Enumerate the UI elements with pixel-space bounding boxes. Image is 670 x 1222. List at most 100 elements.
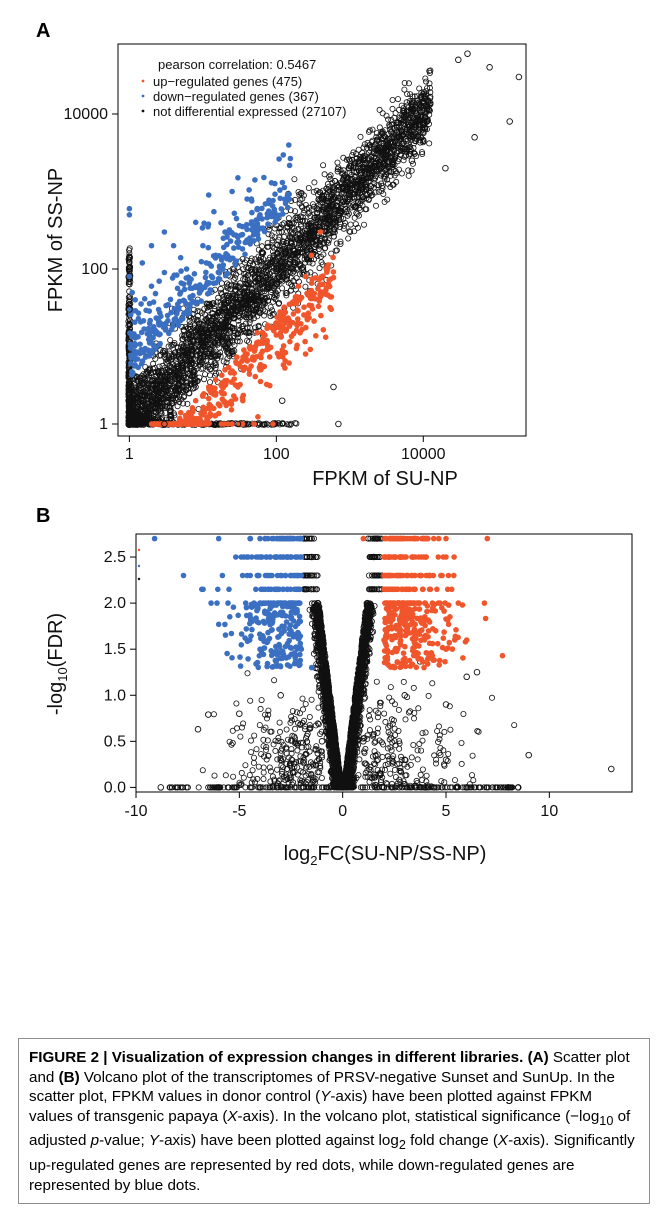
scatter-point-down (218, 220, 224, 226)
scatter-point-up (281, 304, 288, 311)
scatter-point-up (255, 414, 261, 420)
scatter-point-neutral (354, 224, 361, 231)
scatter-point-up (212, 377, 219, 383)
scatter-point-up (205, 384, 212, 390)
scatter-point-down (143, 307, 149, 314)
legend-down-marker (141, 94, 145, 98)
scatter-point-down (148, 283, 155, 290)
scatter-point-up (246, 344, 253, 351)
scatter-point-down (252, 177, 258, 183)
scatter-point-down (246, 187, 252, 193)
scatter-point-neutral (316, 265, 323, 272)
scatter-point-down (286, 142, 292, 148)
scatter-point-down (170, 242, 177, 249)
scatter-point-down (204, 291, 211, 297)
scatter-point-down (272, 191, 278, 197)
scatter-point-down (211, 208, 217, 215)
scatter-point-down (205, 221, 212, 227)
scatter-point-neutral (335, 420, 342, 428)
scatter-point-down (205, 244, 212, 251)
scatter-point-up (305, 290, 312, 297)
scatter-point-down (216, 263, 223, 270)
scatter-point-neutral (334, 159, 341, 166)
scatter-point-neutral (299, 217, 306, 224)
scatter-point-up (257, 378, 264, 385)
panel-b-points (137, 535, 615, 791)
scatter-point-down (199, 225, 206, 231)
scatter-point-up (320, 327, 327, 333)
scatter-point-up (309, 276, 316, 282)
panel-a-y-tick-label: 10000 (64, 106, 109, 123)
scatter-point-neutral (217, 285, 224, 292)
scatter-point-down (249, 209, 255, 216)
scatter-point-up (228, 407, 235, 413)
scatter-point-up (197, 421, 204, 427)
scatter-point-down (148, 337, 154, 344)
scatter-point-up (270, 421, 276, 427)
scatter-point-down (165, 301, 171, 308)
scatter-point-down (282, 200, 289, 207)
scatter-point-neutral (285, 215, 292, 222)
scatter-point-neutral (325, 239, 332, 246)
scatter-point-neutral (389, 97, 396, 104)
scatter-point-up (207, 411, 214, 417)
scatter-point-neutral (408, 167, 415, 174)
scatter-point-down (268, 180, 275, 186)
scatter-point-up (203, 420, 210, 426)
scatter-point-neutral (486, 64, 493, 71)
scatter-point-neutral (405, 167, 412, 174)
scatter-point-up (315, 286, 321, 292)
scatter-point-neutral (267, 304, 274, 311)
scatter-point-down (177, 254, 184, 261)
scatter-point-up (177, 409, 184, 416)
scatter-point-up (264, 337, 271, 344)
panel-a-x-tick-label: 10000 (401, 446, 446, 463)
legend-none-marker (141, 109, 145, 113)
scatter-point-down (132, 308, 139, 314)
scatter-point-up (311, 318, 317, 324)
scatter-point-up (302, 351, 309, 357)
scatter-point-up (231, 376, 237, 382)
scatter-point-up (234, 354, 240, 360)
scatter-point-up (290, 330, 297, 337)
scatter-point-down (204, 279, 211, 286)
scatter-point-down (277, 187, 283, 193)
scatter-point-neutral (220, 358, 227, 365)
scatter-point-down (247, 235, 253, 241)
scatter-point-neutral (304, 245, 311, 252)
scatter-point-down (202, 274, 209, 281)
scatter-point-up (246, 371, 253, 377)
scatter-point-up (287, 338, 293, 345)
scatter-point-neutral (330, 383, 337, 391)
scatter-point-down (177, 289, 184, 296)
scatter-point-up (286, 360, 292, 366)
scatter-point-neutral (400, 157, 407, 164)
scatter-point-neutral (403, 99, 410, 106)
scatter-point-down (239, 246, 246, 252)
scatter-point-down (187, 285, 193, 292)
scatter-point-up (254, 330, 261, 336)
scatter-point-down (129, 289, 135, 296)
scatter-point-up (256, 340, 263, 346)
scatter-point-up (282, 365, 288, 371)
scatter-point-down (278, 206, 285, 212)
scatter-point-up (327, 294, 334, 300)
scatter-point-neutral (206, 379, 213, 386)
scatter-point-up (221, 399, 227, 405)
scatter-point-up (249, 356, 255, 363)
scatter-point-up (278, 334, 284, 340)
scatter-point-down (192, 219, 199, 226)
scatter-point-down (231, 210, 238, 217)
scatter-point-down (251, 225, 258, 231)
scatter-point-up (182, 412, 189, 419)
scatter-point-up (293, 345, 300, 352)
scatter-point-up (286, 301, 293, 308)
scatter-point-neutral (269, 237, 276, 244)
scatter-point-down (233, 215, 240, 222)
scatter-point-neutral (337, 220, 344, 227)
scatter-point-neutral (395, 166, 402, 173)
scatter-point-up (213, 390, 219, 397)
scatter-point-up (215, 401, 222, 407)
legend-up: up−regulated genes (475) (153, 74, 302, 89)
scatter-point-up (303, 324, 309, 331)
